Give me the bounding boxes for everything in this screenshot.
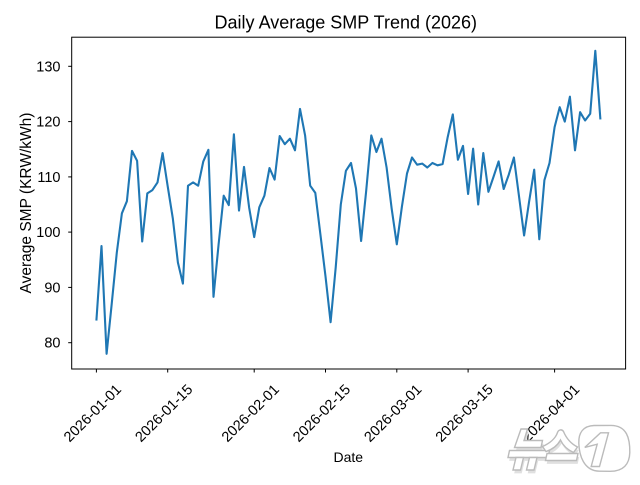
svg-text:Date: Date bbox=[334, 449, 364, 465]
svg-text:110: 110 bbox=[37, 170, 60, 186]
svg-text:80: 80 bbox=[44, 336, 60, 352]
svg-text:Daily Average SMP Trend (2026): Daily Average SMP Trend (2026) bbox=[215, 12, 477, 32]
svg-text:120: 120 bbox=[36, 115, 60, 131]
svg-text:130: 130 bbox=[36, 59, 60, 75]
svg-text:Average SMP (KRW/kWh): Average SMP (KRW/kWh) bbox=[18, 113, 35, 294]
svg-text:90: 90 bbox=[44, 280, 60, 296]
svg-text:100: 100 bbox=[36, 225, 60, 241]
